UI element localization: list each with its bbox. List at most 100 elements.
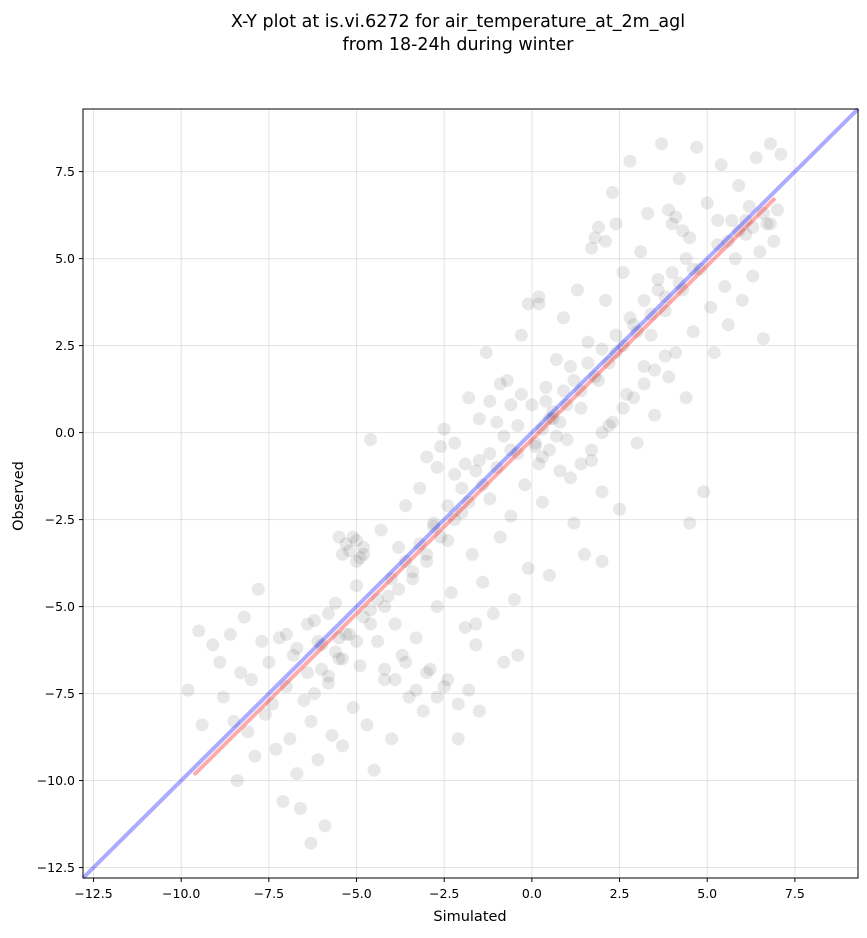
- data-point: [567, 373, 581, 387]
- data-point: [490, 415, 504, 429]
- data-point: [711, 213, 725, 227]
- data-point: [599, 293, 613, 307]
- data-point: [756, 332, 770, 346]
- data-point: [669, 346, 683, 360]
- data-point: [672, 276, 686, 290]
- data-point: [441, 533, 455, 547]
- data-point: [465, 547, 479, 561]
- data-point: [560, 398, 574, 412]
- x-tick-label: 2.5: [610, 886, 630, 901]
- data-point: [616, 401, 630, 415]
- data-point: [595, 554, 609, 568]
- data-point: [518, 478, 532, 492]
- data-point: [483, 446, 497, 460]
- data-point: [483, 394, 497, 408]
- data-point: [732, 179, 746, 193]
- data-point: [584, 241, 598, 255]
- data-point: [676, 283, 690, 297]
- data-point: [616, 339, 630, 353]
- data-point: [416, 704, 430, 718]
- data-point: [595, 426, 609, 440]
- regression-line: [193, 197, 776, 776]
- data-point: [711, 238, 725, 252]
- data-point: [574, 401, 588, 415]
- data-point: [279, 627, 293, 641]
- data-point: [504, 398, 518, 412]
- data-point: [637, 293, 651, 307]
- data-point: [381, 589, 395, 603]
- data-point: [525, 398, 539, 412]
- data-point: [427, 516, 441, 530]
- data-point: [451, 697, 465, 711]
- data-point: [483, 492, 497, 506]
- data-point: [591, 220, 605, 234]
- data-point: [321, 607, 335, 621]
- data-point: [286, 648, 300, 662]
- data-point: [318, 819, 332, 833]
- data-point: [328, 596, 342, 610]
- data-point: [451, 732, 465, 746]
- data-point: [476, 575, 490, 589]
- data-point: [350, 634, 364, 648]
- data-point: [420, 666, 434, 680]
- data-point: [581, 335, 595, 349]
- data-point: [581, 356, 595, 370]
- data-point: [364, 603, 378, 617]
- data-point: [469, 638, 483, 652]
- data-point: [420, 554, 434, 568]
- x-tick-label: 7.5: [785, 886, 805, 901]
- data-point: [364, 617, 378, 631]
- y-tick-label: −2.5: [45, 512, 75, 527]
- y-tick-label: 2.5: [55, 338, 75, 353]
- data-point: [430, 600, 444, 614]
- data-point: [388, 617, 402, 631]
- data-point: [732, 224, 746, 238]
- data-point: [336, 739, 350, 753]
- data-point: [606, 415, 620, 429]
- data-point: [406, 572, 420, 586]
- data-point: [409, 683, 423, 697]
- y-tick-label: 7.5: [55, 164, 75, 179]
- data-point: [441, 673, 455, 687]
- data-point: [613, 502, 627, 516]
- data-point: [627, 318, 641, 332]
- points: [181, 137, 788, 850]
- data-point: [623, 311, 637, 325]
- data-point: [367, 763, 381, 777]
- data-point: [672, 172, 686, 186]
- data-point: [651, 283, 665, 297]
- data-point: [556, 384, 570, 398]
- data-point: [283, 732, 297, 746]
- data-point: [353, 551, 367, 565]
- data-point: [662, 203, 676, 217]
- data-point: [395, 648, 409, 662]
- y-axis-label: Observed: [11, 461, 27, 531]
- data-point: [269, 742, 283, 756]
- data-point: [563, 359, 577, 373]
- data-point: [521, 561, 535, 575]
- data-point: [486, 607, 500, 621]
- data-point: [574, 384, 588, 398]
- x-tick-label: −2.5: [429, 886, 459, 901]
- data-point: [753, 245, 767, 259]
- data-point: [423, 662, 437, 676]
- data-point: [616, 266, 630, 280]
- y-tick-label: 5.0: [55, 251, 75, 266]
- identity-line: [81, 107, 860, 880]
- data-point: [272, 631, 286, 645]
- data-point: [248, 749, 262, 763]
- chart-subtitle: from 18-24h during winter: [343, 35, 575, 55]
- data-point: [542, 443, 556, 457]
- plot-frame: [82, 108, 859, 879]
- y-tick-label: −5.0: [45, 599, 75, 614]
- data-point: [609, 217, 623, 231]
- data-point: [721, 318, 735, 332]
- data-point: [227, 714, 241, 728]
- data-point: [343, 544, 357, 558]
- data-point: [665, 217, 679, 231]
- data-point: [497, 655, 511, 669]
- x-tick-label: −10.0: [162, 886, 200, 901]
- data-point: [644, 328, 658, 342]
